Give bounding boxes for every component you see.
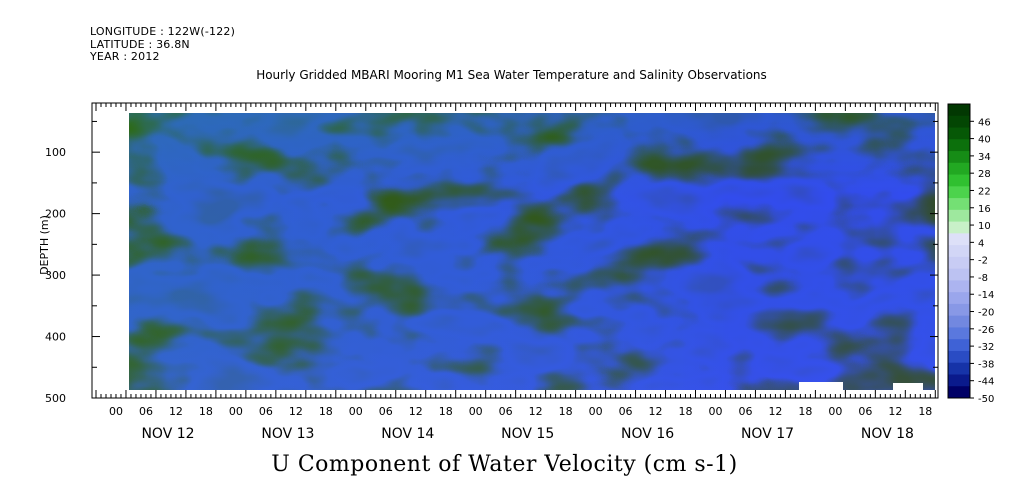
latitude-label: LATITUDE : 36.8N bbox=[90, 38, 190, 51]
colorbar-swatch bbox=[948, 303, 970, 317]
y-tick-label: 300 bbox=[45, 269, 66, 282]
colorbar-swatch bbox=[948, 127, 970, 140]
x-day-label: NOV 14 bbox=[381, 426, 434, 442]
y-tick-label: 500 bbox=[45, 392, 66, 405]
colorbar-swatch bbox=[948, 280, 970, 293]
colorbar-swatch bbox=[948, 162, 970, 176]
x-hour-label: 18 bbox=[199, 405, 213, 418]
x-hour-label: 06 bbox=[259, 405, 273, 418]
colorbar-swatch bbox=[948, 139, 970, 152]
x-hour-label: 12 bbox=[289, 405, 303, 418]
colorbar-label: -26 bbox=[978, 325, 994, 336]
colorbar-swatch bbox=[948, 386, 970, 399]
x-hour-label: 18 bbox=[559, 405, 573, 418]
colorbar-label: 28 bbox=[978, 169, 991, 180]
colorbar-swatch bbox=[948, 221, 970, 234]
heatmap-field bbox=[129, 113, 935, 390]
colorbar-swatch bbox=[948, 104, 970, 117]
x-hour-label: 00 bbox=[349, 405, 363, 418]
colorbar-label: -38 bbox=[978, 359, 994, 370]
x-hour-label: 00 bbox=[589, 405, 603, 418]
x-hour-label: 06 bbox=[499, 405, 513, 418]
colorbar-swatch bbox=[948, 339, 970, 352]
colorbar-label: 4 bbox=[978, 238, 984, 249]
x-hour-label: 06 bbox=[619, 405, 633, 418]
x-day-label: NOV 15 bbox=[501, 426, 554, 442]
colorbar-label: 40 bbox=[978, 135, 991, 146]
x-hour-label: 12 bbox=[529, 405, 543, 418]
chart-title: Hourly Gridded MBARI Mooring M1 Sea Wate… bbox=[256, 68, 767, 82]
colorbar-frame bbox=[947, 103, 971, 399]
colorbar-swatch bbox=[948, 174, 970, 187]
x-hour-label: 00 bbox=[469, 405, 483, 418]
longitude-label: LONGITUDE : 122W(-122) bbox=[90, 25, 236, 38]
x-hour-label: 06 bbox=[379, 405, 393, 418]
colorbar-label: -2 bbox=[978, 256, 988, 267]
heatmap-drift-y bbox=[129, 113, 935, 390]
x-day-label: NOV 16 bbox=[621, 426, 674, 442]
colorbar-swatch bbox=[948, 186, 970, 199]
missing-data-gap bbox=[799, 382, 843, 390]
colorbar-swatch bbox=[948, 256, 970, 270]
x-hour-label: 06 bbox=[738, 405, 752, 418]
colorbar-label: -20 bbox=[978, 308, 994, 319]
colorbar-swatch bbox=[948, 374, 970, 387]
x-hour-label: 12 bbox=[768, 405, 782, 418]
colorbar-label: -50 bbox=[978, 394, 994, 405]
colorbar-label: 46 bbox=[978, 117, 991, 128]
colorbar-label: -32 bbox=[978, 342, 994, 353]
x-hour-label: 00 bbox=[828, 405, 842, 418]
x-hour-label: 12 bbox=[649, 405, 663, 418]
x-hour-label: 18 bbox=[918, 405, 932, 418]
colorbar-swatch bbox=[948, 115, 970, 129]
colorbar-label: 34 bbox=[978, 152, 991, 163]
x-day-label: NOV 17 bbox=[741, 426, 794, 442]
colorbar-label: -14 bbox=[978, 290, 994, 301]
colorbar-swatch bbox=[948, 245, 970, 258]
x-hour-label: 18 bbox=[319, 405, 333, 418]
x-hour-label: 18 bbox=[439, 405, 453, 418]
colorbar-swatch bbox=[948, 268, 970, 281]
x-hour-label: 18 bbox=[679, 405, 693, 418]
colorbar-label: -44 bbox=[978, 377, 994, 388]
x-hour-label: 06 bbox=[139, 405, 153, 418]
colorbar-swatch bbox=[948, 151, 970, 164]
colorbar-label: 16 bbox=[978, 204, 991, 215]
colorbar-swatch bbox=[948, 327, 970, 340]
x-day-label: NOV 18 bbox=[861, 426, 914, 442]
x-hour-label: 12 bbox=[169, 405, 183, 418]
colorbar-swatch bbox=[948, 292, 970, 305]
y-tick-label: 100 bbox=[45, 146, 66, 159]
x-hour-label: 00 bbox=[229, 405, 243, 418]
colorbar-swatch bbox=[948, 315, 970, 328]
x-axis-label: U Component of Water Velocity (cm s-1) bbox=[271, 452, 738, 477]
colorbar-swatch bbox=[948, 209, 970, 223]
x-day-label: NOV 13 bbox=[261, 426, 314, 442]
year-label: YEAR : 2012 bbox=[90, 50, 160, 63]
x-hour-label: 06 bbox=[858, 405, 872, 418]
colorbar-label: 22 bbox=[978, 186, 991, 197]
missing-data-gap bbox=[893, 383, 923, 390]
colorbar-swatch bbox=[948, 362, 970, 375]
x-hour-label: 12 bbox=[409, 405, 423, 418]
colorbar-swatch bbox=[948, 198, 970, 211]
x-hour-label: 12 bbox=[888, 405, 902, 418]
colorbar-label: 10 bbox=[978, 221, 991, 232]
x-day-label: NOV 12 bbox=[141, 426, 194, 442]
colorbar-label: -8 bbox=[978, 273, 988, 284]
y-tick-label: 400 bbox=[45, 331, 66, 344]
x-hour-label: 18 bbox=[798, 405, 812, 418]
colorbar-swatch bbox=[948, 350, 970, 364]
x-hour-label: 00 bbox=[109, 405, 123, 418]
y-tick-label: 200 bbox=[45, 208, 66, 221]
x-hour-label: 00 bbox=[709, 405, 723, 418]
colorbar-swatch bbox=[948, 233, 970, 246]
